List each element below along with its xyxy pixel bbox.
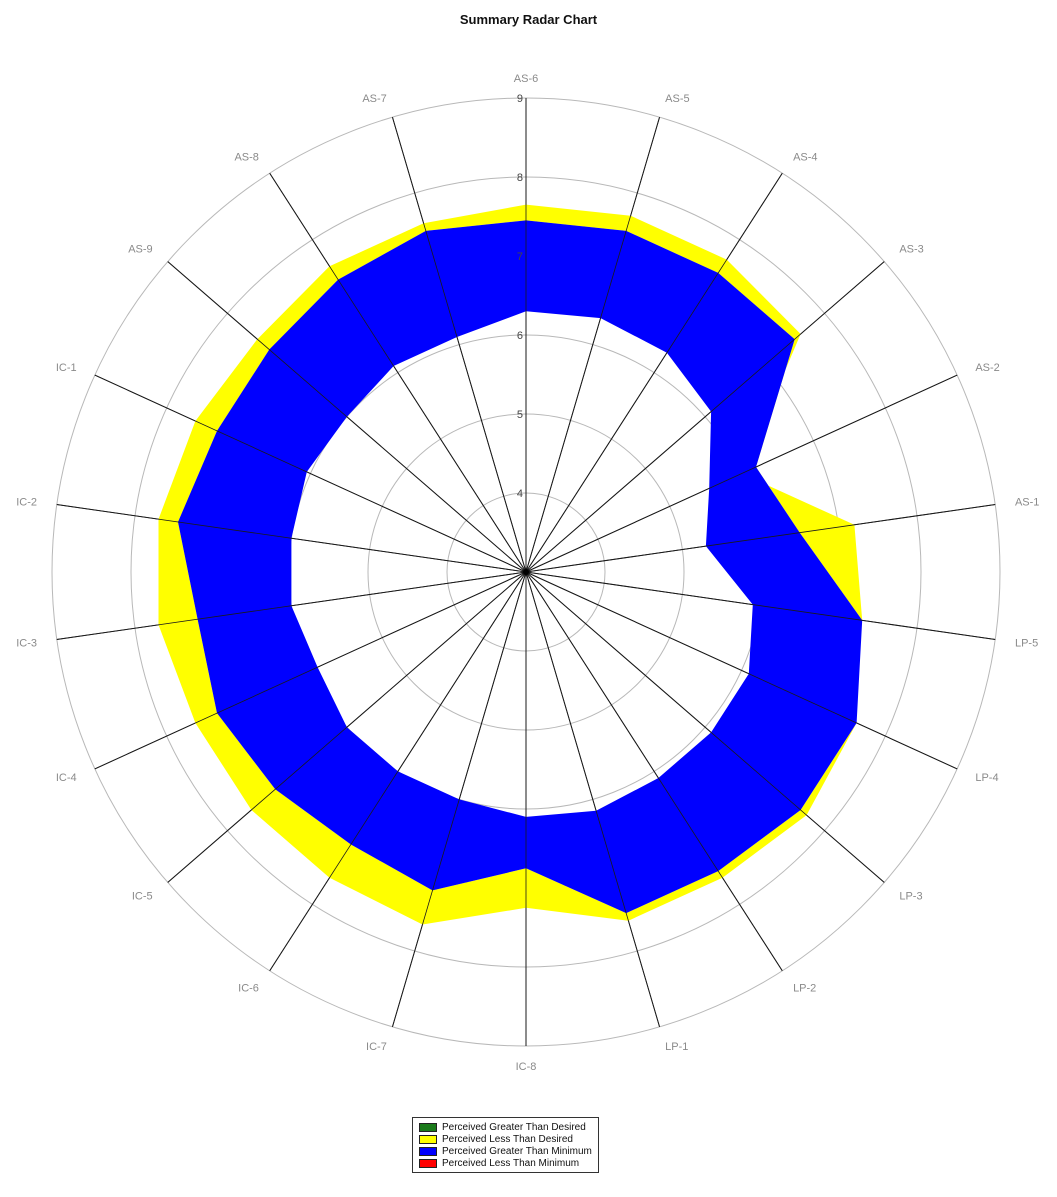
category-labels: AS-6 AS-5 AS-4 AS-3 AS-2 AS-1 LP-5 LP-4 LP-3 LP-2… [16, 73, 1039, 1073]
legend-item-less-than-minimum: Perceived Less Than Minimum [419, 1157, 592, 1169]
category-label: IC-7 [366, 1041, 387, 1053]
radial-ticks: 4 5 6 7 8 9 [517, 93, 523, 500]
tick-label: 5 [517, 409, 523, 421]
category-label: AS-6 [514, 73, 538, 85]
legend-label: Perceived Greater Than Minimum [442, 1145, 592, 1157]
category-label: AS-4 [793, 151, 817, 163]
spoke-line [94, 571, 527, 770]
legend-swatch [419, 1134, 437, 1144]
center-hub [523, 569, 529, 575]
spoke-line [56, 504, 527, 573]
category-label: AS-2 [975, 362, 999, 374]
spoke-line [525, 173, 783, 573]
category-label: IC-5 [132, 891, 153, 903]
chart-title: Summary Radar Chart [459, 12, 598, 27]
legend-label: Perceived Greater Than Desired [442, 1121, 586, 1133]
spoke-line [525, 504, 996, 573]
radar-chart: 4 5 6 7 8 9 AS-6 AS-5 AS-4 AS-3 AS-2 AS-1 LP-5 LP-4 L… [16, 73, 1039, 1073]
spoke-line [392, 117, 527, 573]
category-label: IC-8 [516, 1061, 537, 1073]
spoke-line [167, 261, 527, 573]
series-areas [56, 98, 996, 1046]
category-label: IC-1 [56, 362, 77, 374]
spoke-line [525, 571, 996, 640]
legend-item-less-than-desired: Perceived Less Than Desired [419, 1133, 592, 1145]
legend-item-greater-than-minimum: Perceived Greater Than Minimum [419, 1145, 592, 1157]
legend-label: Perceived Less Than Minimum [442, 1157, 580, 1169]
tick-label: 6 [517, 330, 523, 342]
category-label: AS-8 [234, 151, 258, 163]
tick-label: 4 [517, 488, 523, 500]
category-label: AS-3 [899, 243, 923, 255]
tick-label: 9 [517, 93, 523, 105]
spoke-line [392, 571, 527, 1027]
spoke-line [56, 571, 527, 640]
area-perceived-greater-than-minimum [178, 220, 863, 914]
category-label: IC-3 [16, 637, 37, 649]
spoke-line [525, 571, 958, 770]
category-label: AS-5 [665, 93, 689, 105]
spoke-line [525, 571, 885, 883]
category-label: AS-9 [128, 243, 152, 255]
category-label: IC-4 [56, 772, 77, 784]
legend-item-greater-than-desired: Perceived Greater Than Desired [419, 1121, 592, 1133]
spoke-line [525, 374, 958, 573]
spoke-line [167, 571, 527, 883]
category-label: AS-1 [1015, 497, 1039, 509]
category-label: LP-5 [1015, 637, 1038, 649]
tick-label: 8 [517, 172, 523, 184]
category-label: LP-4 [975, 772, 998, 784]
category-label: LP-2 [793, 983, 816, 995]
category-label: LP-1 [665, 1041, 688, 1053]
legend-swatch [419, 1158, 437, 1168]
spoke-line [525, 117, 660, 573]
spoke-line [525, 571, 783, 971]
legend-label: Perceived Less Than Desired [442, 1133, 573, 1145]
category-label: IC-6 [238, 983, 259, 995]
legend-swatch [419, 1146, 437, 1156]
legend-swatch [419, 1122, 437, 1132]
category-label: AS-7 [362, 93, 386, 105]
spoke-line [525, 261, 885, 573]
legend: Perceived Greater Than Desired Perceived… [412, 1117, 599, 1173]
category-label: LP-3 [899, 891, 922, 903]
tick-label: 7 [517, 251, 523, 263]
spoke-line [269, 173, 527, 573]
spoke-line [94, 374, 527, 573]
spoke-line [269, 571, 527, 971]
spoke-line [525, 571, 660, 1027]
category-label: IC-2 [16, 497, 37, 509]
